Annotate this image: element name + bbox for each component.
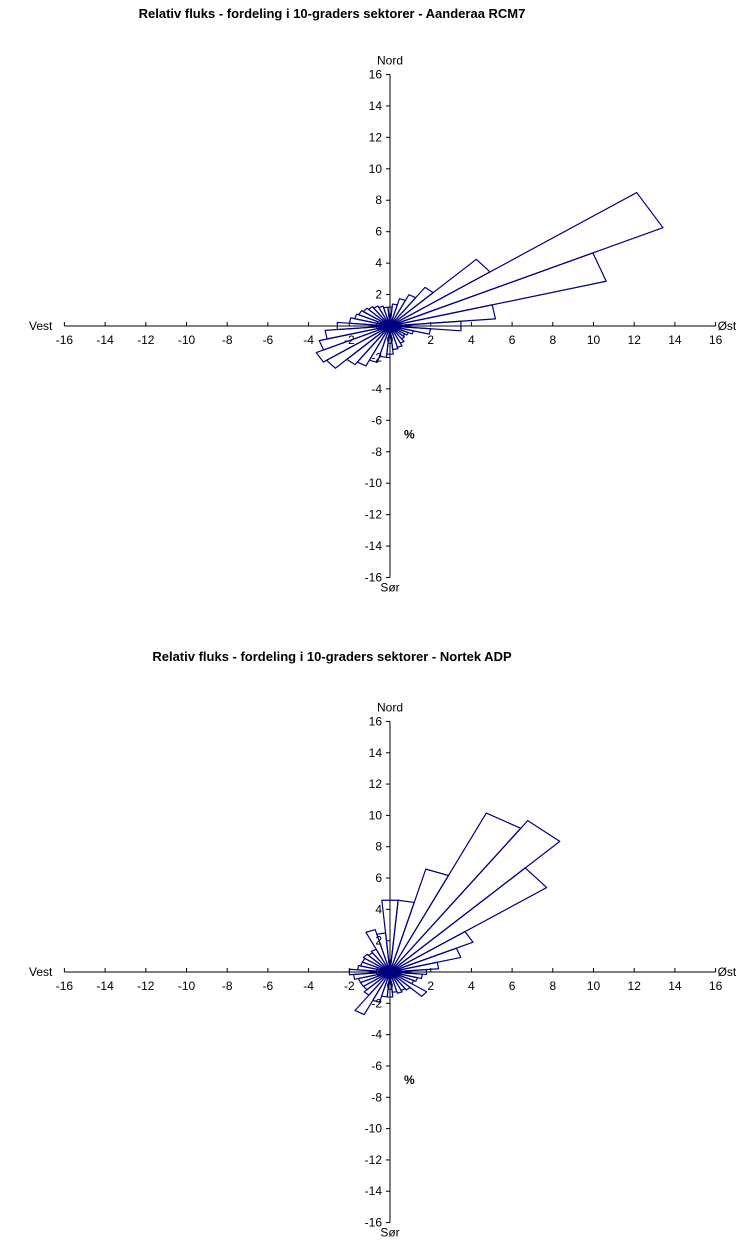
y-tick-label: -2 [371, 996, 382, 1010]
y-tick-label: 6 [375, 871, 382, 885]
y-tick-label: -10 [365, 1122, 383, 1136]
sector-wedge [383, 306, 391, 327]
y-tick-label: 8 [375, 193, 382, 207]
x-tick-label: -14 [96, 979, 114, 993]
y-tick-label: -4 [371, 1028, 382, 1042]
y-tick-label: 2 [375, 288, 382, 302]
chart-title: Relativ fluks - fordeling i 10-graders s… [152, 649, 512, 664]
x-tick-label: -10 [178, 979, 196, 993]
sector-wedge [389, 252, 607, 327]
y-tick-label: -12 [365, 508, 383, 522]
chart-title: Relativ fluks - fordeling i 10-graders s… [138, 6, 526, 21]
x-tick-label: 4 [468, 979, 475, 993]
y-tick-label: 4 [375, 902, 382, 916]
y-tick-label: -6 [371, 413, 382, 427]
y-tick-label: 8 [375, 840, 382, 854]
east-label: Øst [718, 319, 737, 333]
south-label: Sør [380, 1226, 399, 1240]
west-label: Vest [29, 965, 53, 979]
sector-wedge [389, 820, 561, 973]
y-tick-label: -4 [371, 382, 382, 396]
chart-svg: -16 -14 -12 -10 -8 -6 -4 -2 0 2 4 6 8 10 12 14 16 -16 -14 -… [29, 700, 737, 1240]
x-tick-label: 0 [387, 333, 394, 347]
east-label: Øst [718, 965, 737, 979]
y-tick-label: -8 [371, 445, 382, 459]
y-tick-label: -8 [371, 1090, 382, 1104]
x-tick-label: 16 [709, 333, 723, 347]
x-tick-label: 14 [668, 979, 682, 993]
chart-aanderaa: Relativ fluks - fordeling i 10-graders s… [29, 6, 737, 595]
y-tick-label: -10 [365, 476, 383, 490]
x-tick-label: -8 [222, 979, 233, 993]
x-tick-label: 6 [509, 979, 516, 993]
sector-wedge [389, 191, 664, 327]
y-tick-label: -16 [365, 1216, 383, 1230]
y-tick-label: -6 [371, 1059, 382, 1073]
y-tick-label: 12 [369, 777, 383, 791]
y-tick-label: 10 [369, 808, 383, 822]
y-tick-label: -12 [365, 1153, 383, 1167]
y-tick-label: 14 [369, 746, 383, 760]
y-tick-label: 14 [369, 99, 383, 113]
y-tick-label: -14 [365, 539, 383, 553]
chart-svg: -16 -14 -12 -10 -8 -6 -4 -2 0 2 4 6 8 10 12 14 16 -16 -14 -… [29, 53, 737, 595]
west-label: Vest [29, 319, 53, 333]
x-tick-label: 2 [427, 979, 434, 993]
y-tick-label: 4 [375, 256, 382, 270]
x-tick-label: 8 [549, 979, 556, 993]
x-tick-label: 16 [709, 979, 723, 993]
x-tick-label: -6 [263, 333, 274, 347]
x-tick-label: -6 [263, 979, 274, 993]
unit-label: % [404, 427, 415, 441]
sector-wedge [376, 932, 391, 973]
y-tick-label: 16 [369, 67, 383, 81]
x-tick-label: 6 [509, 333, 516, 347]
x-tick-label: 4 [468, 333, 475, 347]
sector-wedge [389, 867, 548, 973]
north-label: Nord [377, 53, 403, 67]
x-tick-label: 10 [587, 979, 601, 993]
x-tick-label: 10 [587, 333, 601, 347]
x-tick-label: 0 [387, 979, 394, 993]
y-tick-label: 6 [375, 225, 382, 239]
x-tick-label: 14 [668, 333, 682, 347]
y-tick-label: -2 [371, 350, 382, 364]
x-tick-label: 8 [549, 333, 556, 347]
x-tick-label: 12 [628, 979, 642, 993]
x-tick-label: 2 [427, 333, 434, 347]
y-tick-label: 0 [375, 319, 382, 333]
x-tick-label: -10 [178, 333, 196, 347]
unit-label: % [404, 1073, 415, 1087]
y-tick-label: -16 [365, 571, 383, 585]
x-tick-label: -12 [137, 333, 155, 347]
y-tick-label: 0 [375, 965, 382, 979]
x-tick-label: -16 [56, 333, 74, 347]
x-tick-label: 12 [628, 333, 642, 347]
north-label: Nord [377, 700, 403, 714]
x-tick-label: -4 [303, 979, 314, 993]
x-tick-label: -14 [96, 333, 114, 347]
x-tick-label: -16 [56, 979, 74, 993]
x-tick-label: -4 [303, 333, 314, 347]
y-tick-label: 10 [369, 162, 383, 176]
x-tick-label: -8 [222, 333, 233, 347]
x-tick-label: -2 [344, 979, 355, 993]
y-tick-label: 12 [369, 130, 383, 144]
y-tick-label: 16 [369, 714, 383, 728]
chart-nortek: Relativ fluks - fordeling i 10-graders s… [0, 640, 744, 1249]
south-label: Sør [380, 581, 399, 595]
x-tick-label: -12 [137, 979, 155, 993]
y-tick-label: -14 [365, 1184, 383, 1198]
